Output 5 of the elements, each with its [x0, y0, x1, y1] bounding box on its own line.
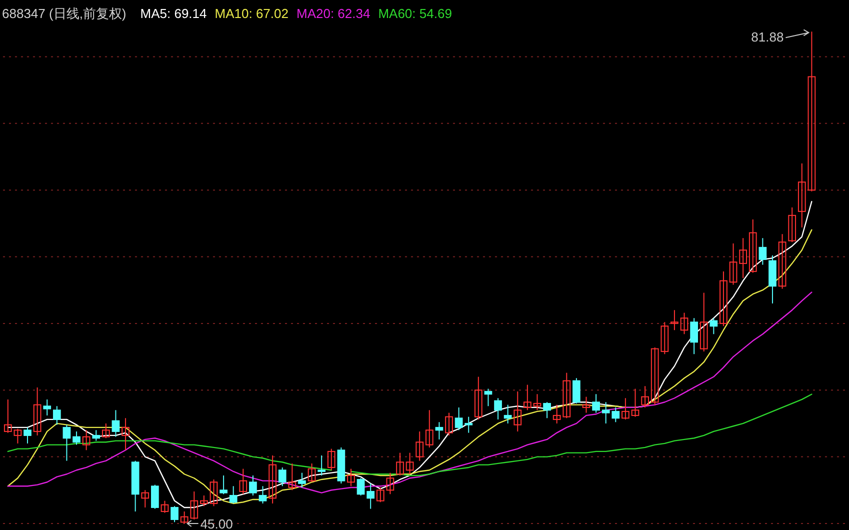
annotation: 45.00: [200, 516, 233, 530]
title: 688347 (日线,前复权): [2, 6, 126, 21]
annotation: 81.88: [751, 30, 784, 45]
annotation: 45.00: [186, 516, 233, 530]
annotation: 81.88: [751, 29, 810, 45]
